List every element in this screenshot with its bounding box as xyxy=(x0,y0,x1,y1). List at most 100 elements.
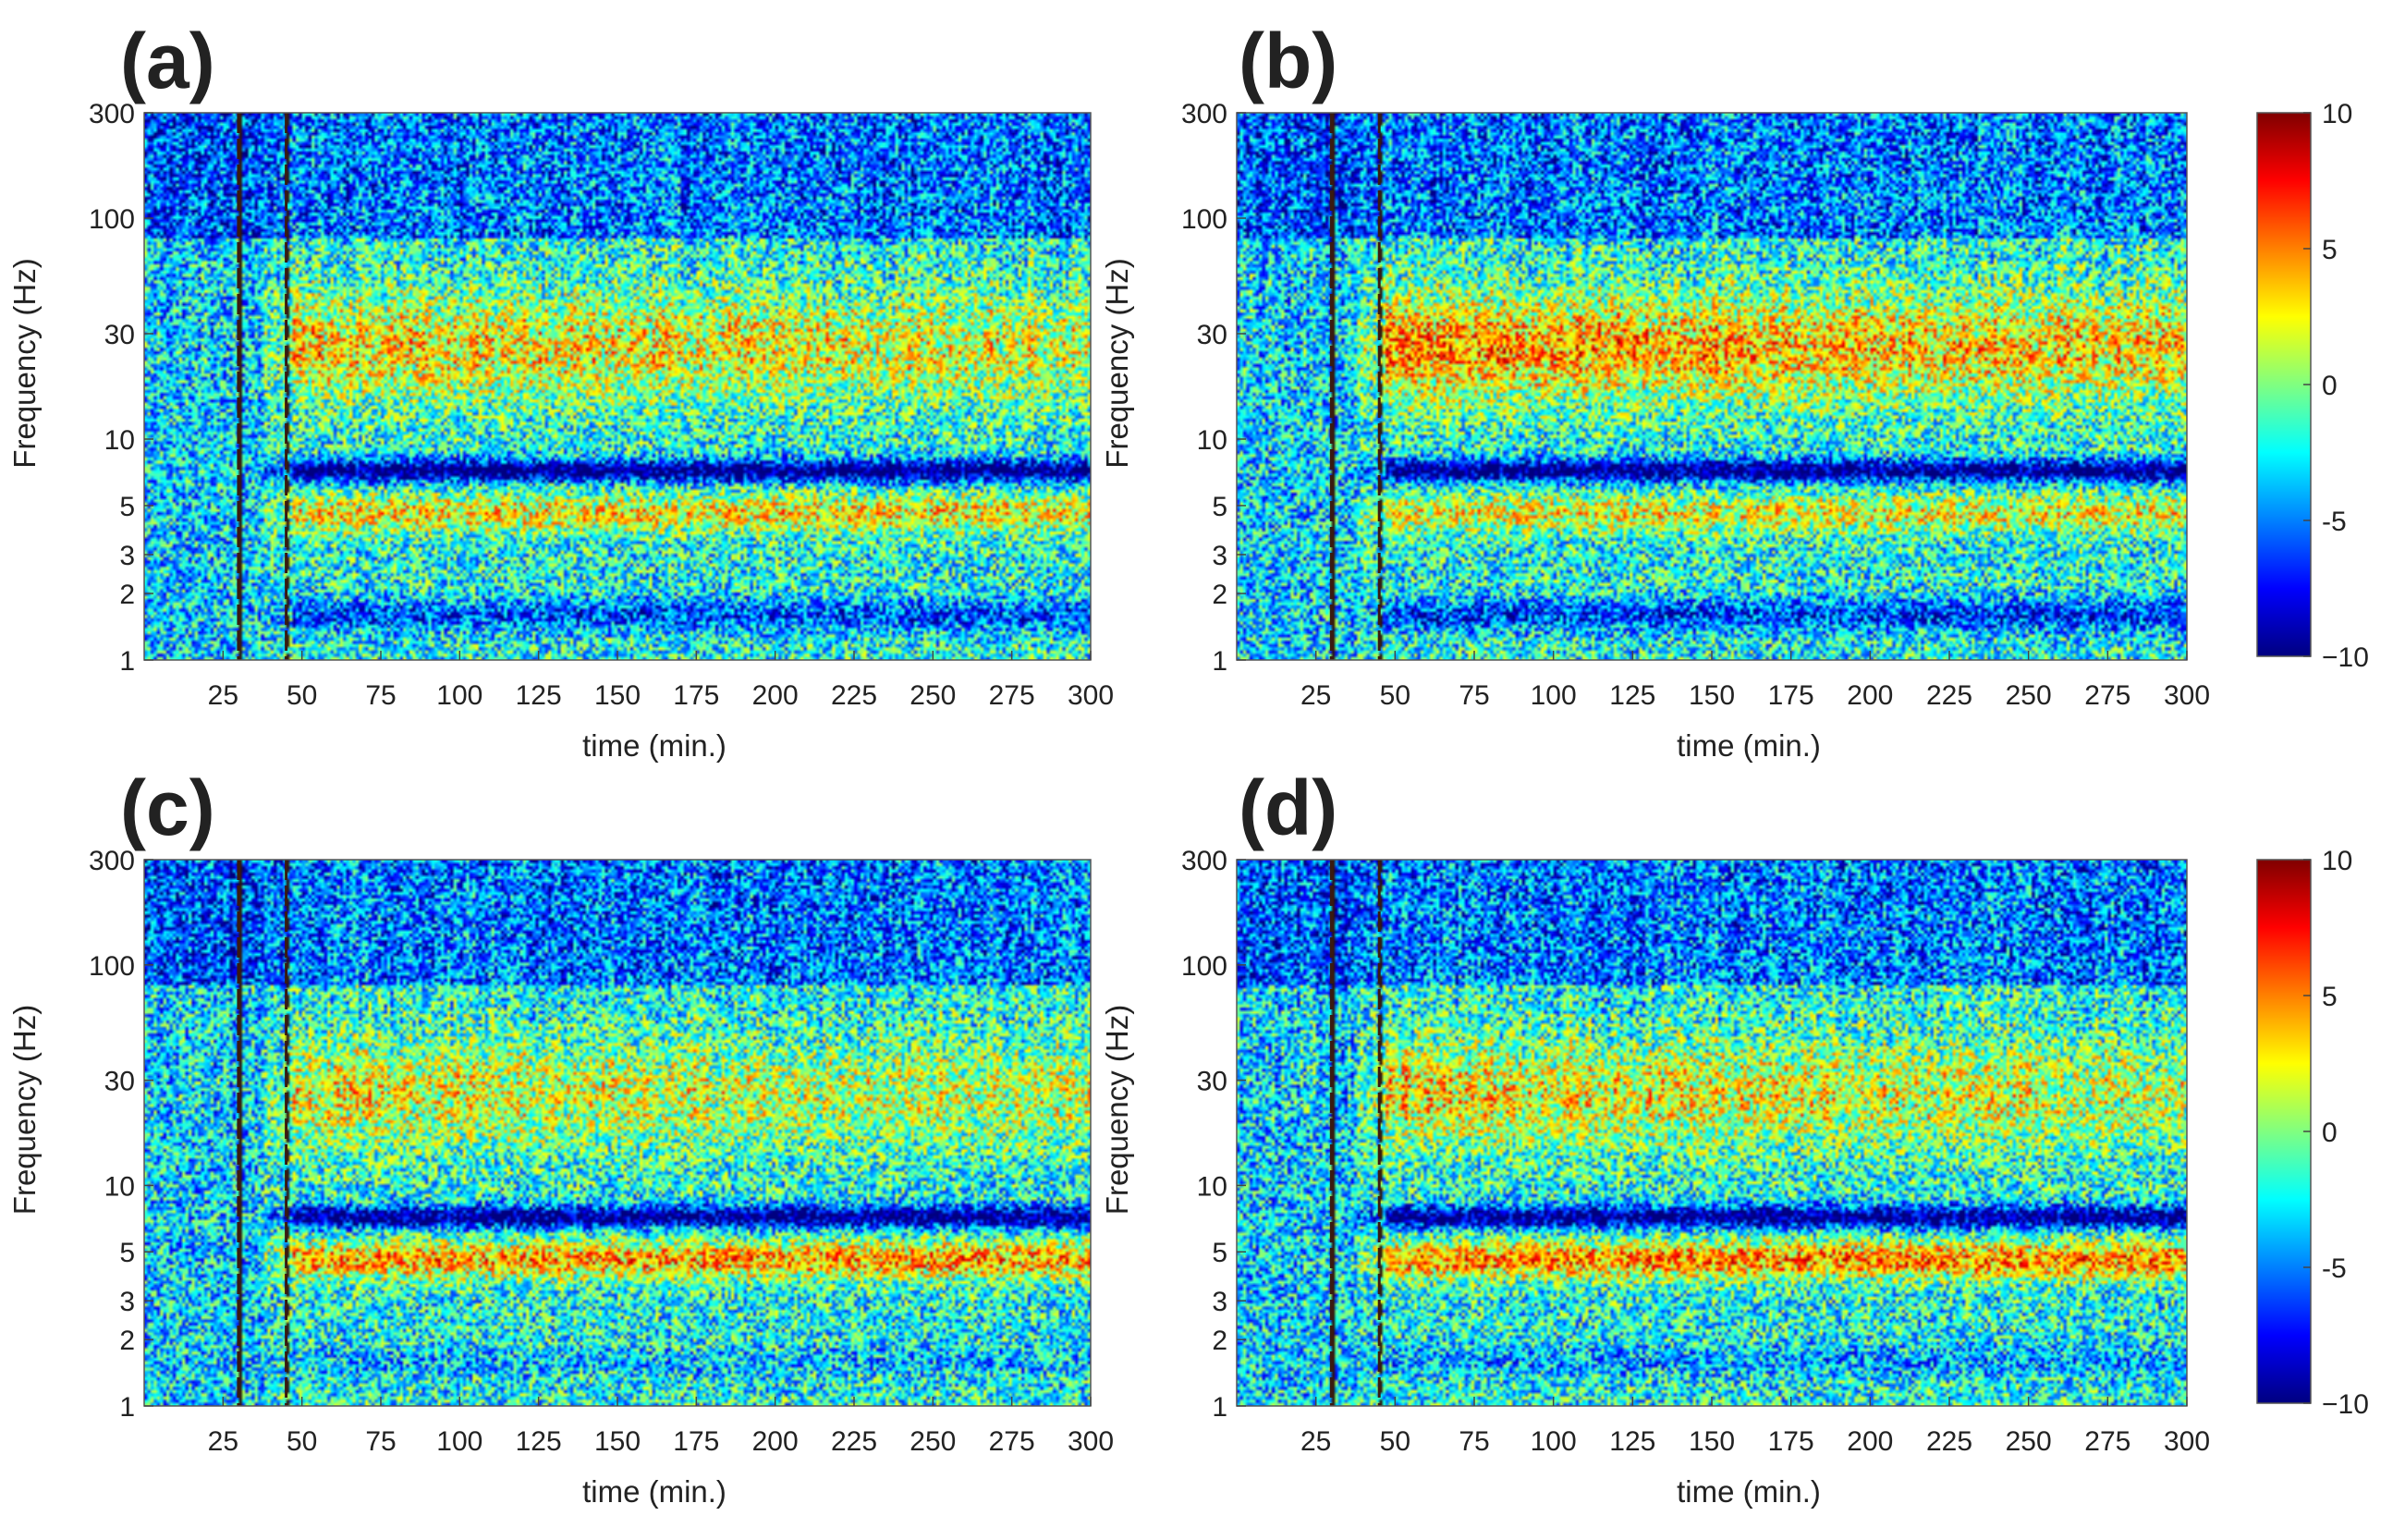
x-axis-label: time (min.) xyxy=(1677,728,1821,763)
y-tick-label: 30 xyxy=(104,320,135,350)
y-tick-label: 2 xyxy=(1212,580,1227,610)
x-tick-label: 250 xyxy=(2006,680,2052,711)
y-tick-label: 300 xyxy=(1181,846,1227,876)
x-tick-label: 250 xyxy=(910,1426,956,1457)
x-tick-label: 25 xyxy=(1300,1426,1331,1457)
spectrogram-heatmap xyxy=(144,860,1091,1406)
x-tick-label: 275 xyxy=(989,680,1035,711)
x-tick-label: 100 xyxy=(436,680,482,711)
x-tick-label: 75 xyxy=(365,1426,396,1457)
y-tick-label: 10 xyxy=(104,1171,135,1202)
x-axis-label: time (min.) xyxy=(582,1474,726,1509)
y-tick-label: 2 xyxy=(119,1326,135,1356)
y-tick-label: 5 xyxy=(119,492,135,522)
x-tick-label: 100 xyxy=(1531,1426,1577,1457)
x-tick-label: 25 xyxy=(1300,680,1331,711)
x-tick-label: 275 xyxy=(2084,680,2130,711)
y-tick-label: 100 xyxy=(89,204,135,235)
y-axis-label: Frequency (Hz) xyxy=(1100,1005,1134,1215)
panel-label: (a) xyxy=(120,18,215,104)
colorbar-tick-label: 10 xyxy=(2322,846,2352,876)
y-tick-label: 3 xyxy=(1212,541,1227,571)
colorbar-tick-label: -5 xyxy=(2322,1253,2347,1284)
x-tick-label: 125 xyxy=(1609,1426,1655,1457)
colorbar xyxy=(2256,112,2312,657)
x-tick-label: 225 xyxy=(831,1426,877,1457)
y-axis-label: Frequency (Hz) xyxy=(1100,258,1134,468)
x-tick-label: 100 xyxy=(436,1426,482,1457)
y-tick-label: 300 xyxy=(1181,99,1227,129)
y-tick-label: 300 xyxy=(89,99,135,129)
x-tick-label: 125 xyxy=(516,1426,562,1457)
panel-label: (c) xyxy=(120,764,215,851)
y-axis-label: Frequency (Hz) xyxy=(7,1005,42,1215)
y-tick-label: 5 xyxy=(1212,492,1227,522)
y-axis-label: Frequency (Hz) xyxy=(7,258,42,468)
x-tick-label: 250 xyxy=(910,680,956,711)
colorbar-tick-label: 0 xyxy=(2322,371,2338,401)
spectrogram-heatmap xyxy=(1237,860,2187,1406)
y-tick-label: 1 xyxy=(119,1392,135,1423)
y-tick-label: 1 xyxy=(1212,646,1227,677)
colorbar-tick-label: 5 xyxy=(2322,235,2338,265)
x-tick-label: 50 xyxy=(1380,680,1410,711)
x-tick-label: 175 xyxy=(673,1426,719,1457)
y-tick-label: 100 xyxy=(89,951,135,982)
y-tick-label: 100 xyxy=(1181,204,1227,235)
x-tick-label: 275 xyxy=(989,1426,1035,1457)
x-tick-label: 200 xyxy=(752,1426,799,1457)
colorbar xyxy=(2256,859,2312,1404)
colorbar-tick-label: 5 xyxy=(2322,982,2338,1012)
colorbar-tick-label: −10 xyxy=(2322,642,2369,673)
x-tick-label: 225 xyxy=(1926,680,1972,711)
y-tick-label: 3 xyxy=(119,1287,135,1317)
x-tick-label: 200 xyxy=(1847,1426,1893,1457)
x-tick-label: 25 xyxy=(208,1426,238,1457)
spectrogram-heatmap xyxy=(1237,113,2187,660)
y-tick-label: 10 xyxy=(104,425,135,456)
x-tick-label: 300 xyxy=(1068,680,1114,711)
x-tick-label: 175 xyxy=(673,680,719,711)
y-tick-label: 100 xyxy=(1181,951,1227,982)
y-tick-label: 1 xyxy=(119,646,135,677)
y-tick-label: 2 xyxy=(119,580,135,610)
colorbar-tick-label: 10 xyxy=(2322,99,2352,129)
x-tick-label: 50 xyxy=(287,680,317,711)
y-tick-label: 30 xyxy=(1197,320,1227,350)
x-axis-label: time (min.) xyxy=(1677,1474,1821,1509)
x-tick-label: 150 xyxy=(1689,680,1735,711)
x-tick-label: 275 xyxy=(2084,1426,2130,1457)
y-tick-label: 10 xyxy=(1197,1171,1227,1202)
y-tick-label: 300 xyxy=(89,846,135,876)
x-tick-label: 300 xyxy=(2164,1426,2210,1457)
colorbar-tick-label: −10 xyxy=(2322,1389,2369,1420)
x-tick-label: 200 xyxy=(752,680,799,711)
x-tick-label: 25 xyxy=(208,680,238,711)
y-tick-label: 2 xyxy=(1212,1326,1227,1356)
panel-label: (b) xyxy=(1239,18,1337,104)
x-axis-label: time (min.) xyxy=(582,728,726,763)
x-tick-label: 300 xyxy=(2164,680,2210,711)
x-tick-label: 50 xyxy=(1380,1426,1410,1457)
colorbar-tick-label: -5 xyxy=(2322,507,2347,537)
x-tick-label: 75 xyxy=(1459,1426,1489,1457)
y-tick-label: 3 xyxy=(119,541,135,571)
x-tick-label: 250 xyxy=(2006,1426,2052,1457)
y-tick-label: 5 xyxy=(119,1238,135,1268)
x-tick-label: 75 xyxy=(1459,680,1489,711)
y-tick-label: 1 xyxy=(1212,1392,1227,1423)
spectrogram-heatmap xyxy=(144,113,1091,660)
x-tick-label: 125 xyxy=(1609,680,1655,711)
x-tick-label: 175 xyxy=(1768,680,1814,711)
colorbar-tick-label: 0 xyxy=(2322,1118,2338,1148)
x-tick-label: 150 xyxy=(594,1426,641,1457)
y-tick-label: 30 xyxy=(104,1067,135,1097)
x-tick-label: 200 xyxy=(1847,680,1893,711)
panel-label: (d) xyxy=(1239,764,1337,851)
x-tick-label: 50 xyxy=(287,1426,317,1457)
x-tick-label: 150 xyxy=(594,680,641,711)
x-tick-label: 150 xyxy=(1689,1426,1735,1457)
x-tick-label: 175 xyxy=(1768,1426,1814,1457)
y-tick-label: 30 xyxy=(1197,1067,1227,1097)
